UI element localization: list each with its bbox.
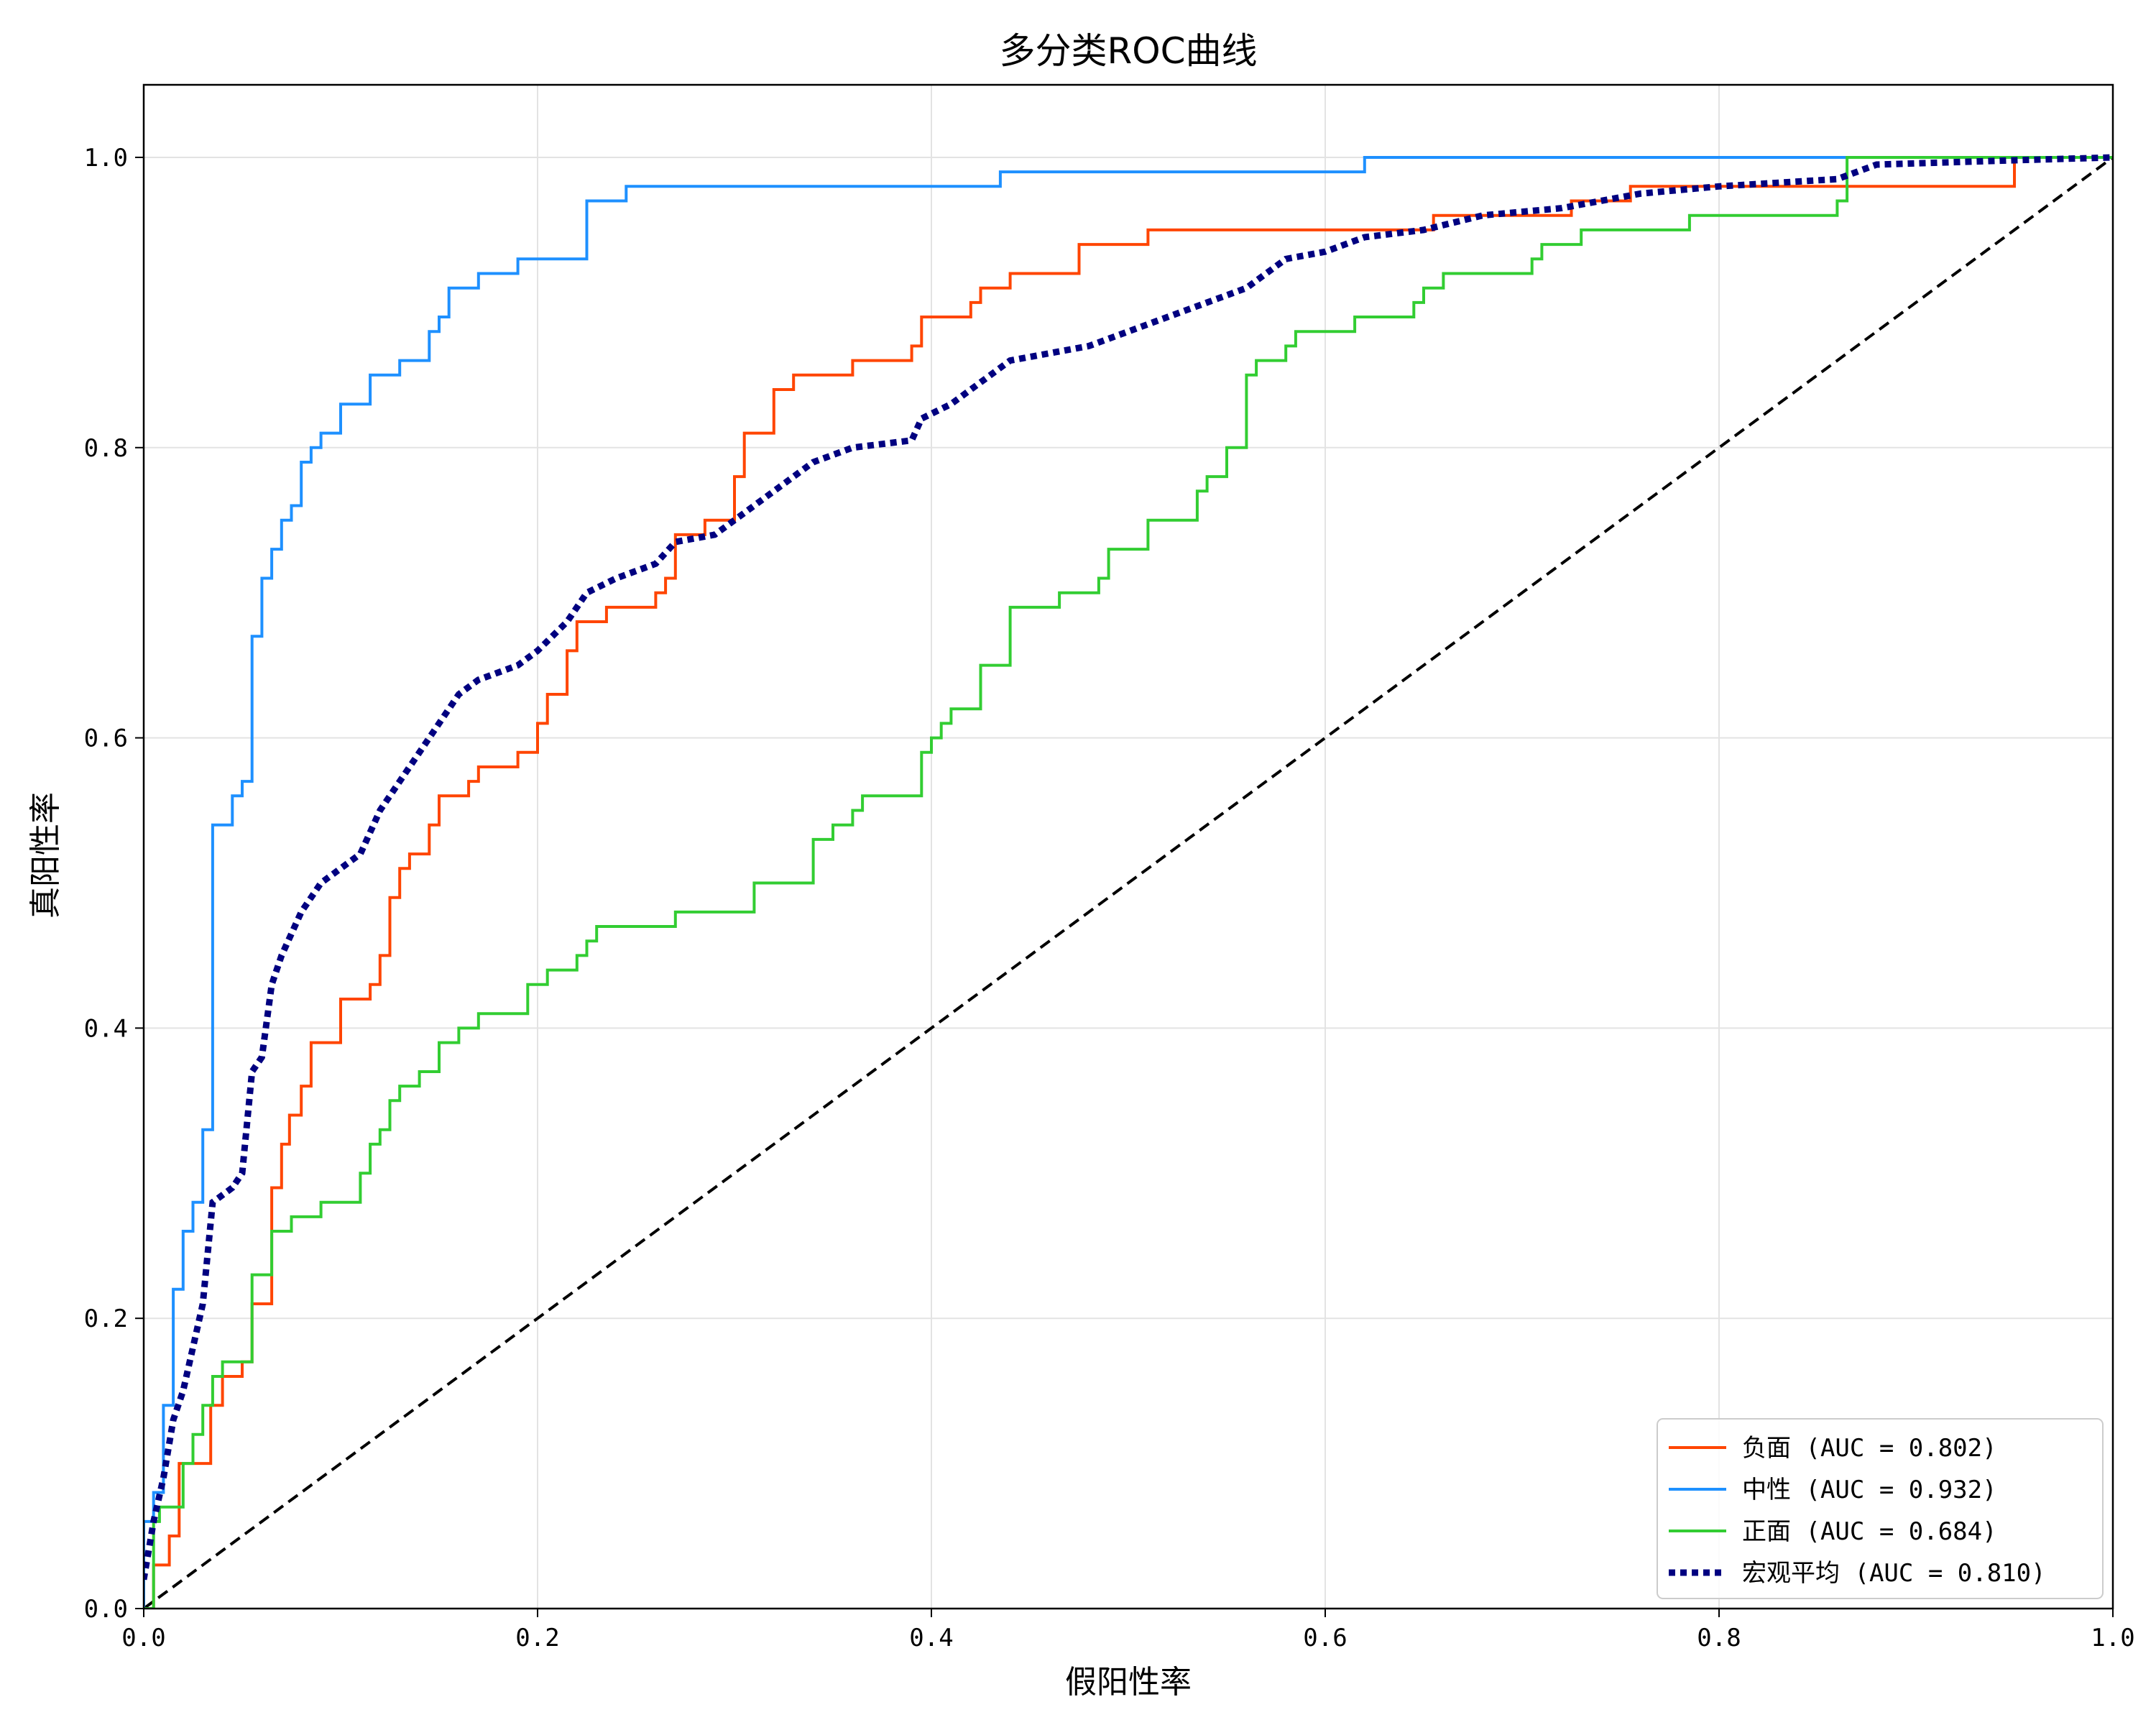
x-tick-label: 0.6 xyxy=(1303,1624,1347,1652)
diagonal-line xyxy=(144,156,2113,1609)
y-axis-title: 真阳性率 xyxy=(27,792,64,919)
x-tick-label: 0.4 xyxy=(909,1624,953,1652)
series-line-3 xyxy=(144,154,2113,1581)
y-tick-label: 0.2 xyxy=(84,1305,128,1333)
axis-ticks: 0.0 0.2 0.4 0.6 0.8 1.0 0.0 0.2 0.4 0.6 0.8 1.0 xyxy=(84,144,2135,1652)
series-line-2 xyxy=(144,156,2113,1609)
legend-label-0: 负面 (AUC = 0.802) xyxy=(1742,1434,1997,1463)
legend: 负面 (AUC = 0.802) 中性 (AUC = 0.932) 正面 (AUC … xyxy=(1657,1418,2104,1599)
y-tick-label: 1.0 xyxy=(84,144,128,172)
y-tick-label: 0.4 xyxy=(84,1014,128,1043)
chart-title: 多分类ROC曲线 xyxy=(999,30,1257,72)
series-line-0 xyxy=(144,156,2113,1609)
x-axis-title: 假阳性率 xyxy=(1065,1664,1192,1701)
x-tick-label: 1.0 xyxy=(2091,1624,2134,1652)
x-tick-label: 0.0 xyxy=(121,1624,165,1652)
y-tick-label: 0.6 xyxy=(84,724,128,753)
y-tick-label: 0.8 xyxy=(84,434,128,463)
plot-frame xyxy=(142,83,2114,1610)
legend-label-3: 宏观平均 (AUC = 0.810) xyxy=(1742,1559,2046,1588)
legend-box xyxy=(1657,1418,2104,1599)
diagonal-reference xyxy=(144,156,2113,1609)
x-tick-label: 0.2 xyxy=(515,1624,559,1652)
x-tick-label: 0.8 xyxy=(1697,1624,1741,1652)
series-line-1 xyxy=(144,156,2113,1609)
legend-label-2: 正面 (AUC = 0.684) xyxy=(1742,1517,1997,1546)
y-tick-label: 0.0 xyxy=(84,1595,128,1624)
legend-label-1: 中性 (AUC = 0.932) xyxy=(1742,1476,1997,1504)
series-lines xyxy=(144,154,2113,1609)
